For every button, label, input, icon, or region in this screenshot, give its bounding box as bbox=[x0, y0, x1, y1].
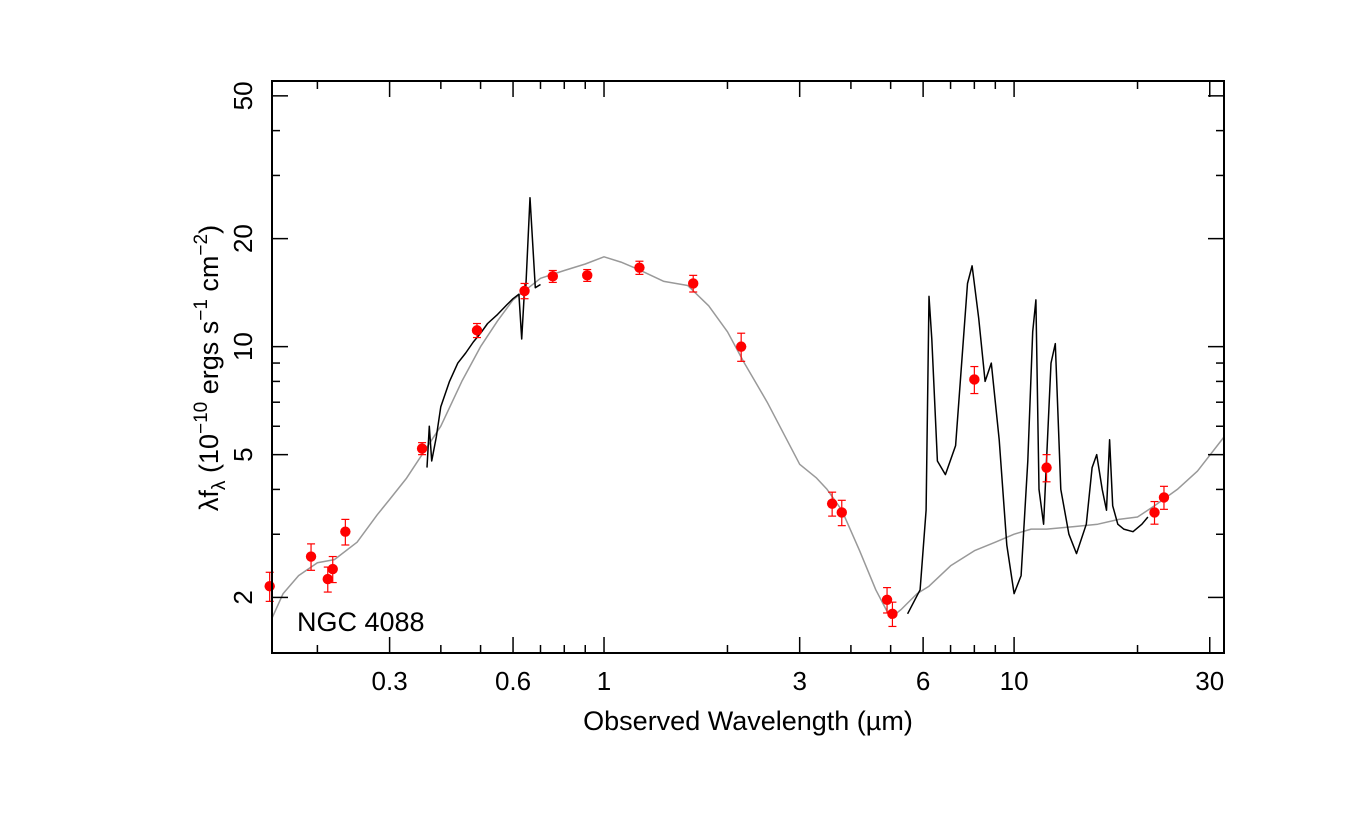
galaxy-label: NGC 4088 bbox=[297, 607, 425, 637]
x-tick-labels: 0.3 0.6 1 3 6 10 30 bbox=[372, 666, 1225, 696]
y-tick-labels: 2 5 10 20 50 bbox=[228, 81, 258, 604]
axis-ticks bbox=[272, 81, 1224, 653]
y-title-main: λf bbox=[194, 490, 224, 512]
photometry-point bbox=[547, 271, 558, 282]
x-tick-label: 10 bbox=[1000, 666, 1029, 696]
photometry-point bbox=[582, 270, 593, 281]
x-tick-label: 6 bbox=[916, 666, 930, 696]
observed-optical-line bbox=[426, 196, 541, 468]
y-axis-title: λfλ (10−10 ergs s−1 cm−2) bbox=[191, 225, 230, 511]
photometry-point bbox=[1041, 462, 1052, 473]
photometry-point bbox=[327, 563, 338, 575]
y-tick-label: 2 bbox=[228, 590, 258, 604]
observed-ir-line bbox=[906, 265, 1149, 615]
y-title-exp3: −2 bbox=[191, 234, 212, 256]
y-title-sub: λ bbox=[209, 480, 230, 490]
x-tick-label: 3 bbox=[792, 666, 806, 696]
photometry-point bbox=[471, 325, 483, 336]
y-title-mid1: ergs s bbox=[194, 321, 224, 402]
photometry-point bbox=[322, 573, 333, 585]
x-tick-label: 0.3 bbox=[372, 666, 408, 696]
plot-frame bbox=[271, 80, 1225, 654]
photometry-point bbox=[634, 262, 645, 273]
y-tick-label: 5 bbox=[228, 447, 258, 461]
y-title-exp1: −10 bbox=[191, 402, 212, 434]
x-axis-title: Observed Wavelength (µm) bbox=[583, 706, 913, 736]
photometry-point bbox=[305, 551, 317, 562]
photometry-point bbox=[1149, 507, 1160, 518]
photometry-point bbox=[735, 341, 747, 352]
photometry-point bbox=[826, 498, 838, 509]
observed-spectra bbox=[426, 196, 1149, 615]
photometry-point bbox=[881, 594, 893, 605]
x-tick-label: 0.6 bbox=[495, 666, 531, 696]
photometry-points bbox=[264, 260, 1170, 628]
y-tick-label: 50 bbox=[228, 81, 258, 110]
model-sed-line bbox=[272, 256, 1224, 619]
x-tick-label: 30 bbox=[1195, 666, 1224, 696]
photometry-point bbox=[416, 443, 428, 454]
model-sed-series bbox=[272, 256, 1224, 619]
photometry-point bbox=[519, 285, 530, 297]
photometry-point bbox=[969, 374, 980, 385]
photometry-point bbox=[688, 278, 699, 289]
y-title-exp2: −1 bbox=[191, 299, 212, 321]
y-title-close: ) bbox=[194, 225, 224, 234]
y-title-open: (10 bbox=[194, 434, 224, 481]
x-tick-label: 1 bbox=[597, 666, 611, 696]
photometry-point bbox=[836, 507, 847, 518]
y-title-mid2: cm bbox=[194, 256, 224, 300]
photometry-point bbox=[887, 608, 898, 620]
photometry-point bbox=[264, 580, 275, 592]
photometry-point bbox=[340, 526, 351, 537]
photometry-point bbox=[1158, 492, 1170, 503]
y-tick-label: 10 bbox=[228, 332, 258, 361]
y-tick-label: 20 bbox=[228, 224, 258, 253]
